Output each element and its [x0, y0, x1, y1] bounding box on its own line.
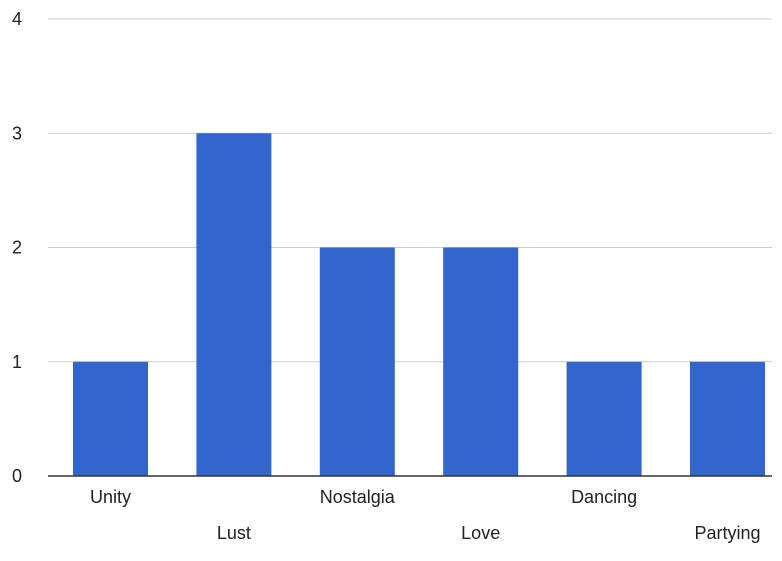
y-tick-label-4: 4 [12, 9, 22, 29]
y-tick-label-2: 2 [12, 238, 22, 258]
bars [73, 133, 765, 476]
x-tick-label-love: Love [461, 523, 500, 543]
x-tick-label-partying: Partying [694, 523, 760, 543]
x-tick-label-dancing: Dancing [571, 487, 637, 507]
gridlines [48, 18, 772, 363]
y-tick-label-3: 3 [12, 123, 22, 143]
x-tick-label-unity: Unity [90, 487, 131, 507]
bar-nostalgia [319, 247, 395, 476]
bar-unity [73, 361, 148, 476]
y-tick-label-1: 1 [12, 352, 22, 372]
bar-partying [690, 361, 765, 476]
x-tick-label-lust: Lust [217, 523, 251, 543]
y-axis-tick-labels: 0 1 2 3 4 [12, 9, 22, 486]
x-axis-tick-labels: Unity Lust Nostalgia Love Dancing Partying [90, 487, 761, 543]
bar-dancing [566, 361, 642, 476]
bar-love [443, 247, 519, 476]
y-tick-label-0: 0 [12, 466, 22, 486]
x-tick-label-nostalgia: Nostalgia [320, 487, 396, 507]
bar-lust [196, 133, 272, 476]
